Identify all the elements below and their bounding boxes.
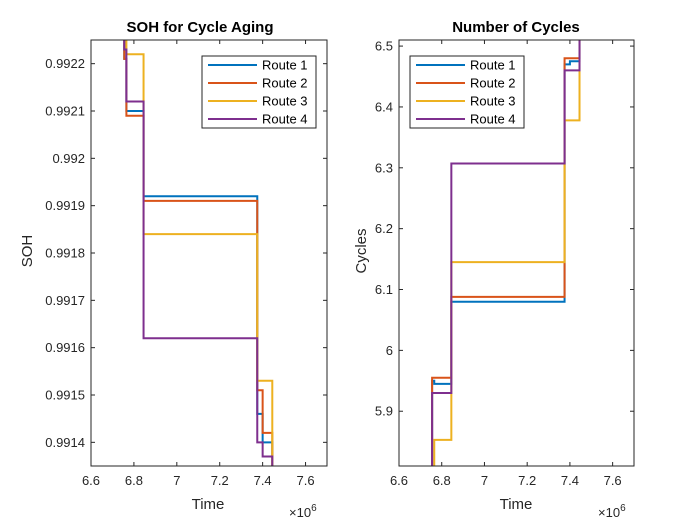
right-legend-label-2: Route 2	[470, 76, 516, 91]
right-series-line-3	[433, 40, 581, 466]
right-chart: Number of Cycles Time Cycles ×106 6.6 6.8…	[353, 19, 635, 520]
left-y-tick-label: 0.9919	[45, 198, 85, 213]
left-y-tick-label: 0.9922	[45, 56, 85, 71]
right-y-tick-label: 6	[386, 343, 393, 358]
left-x-tick-label: 6.8	[125, 473, 143, 488]
left-legend: Route 1 Route 2 Route 3 Route 4	[201, 55, 317, 129]
right-y-tick-label: 6.4	[375, 99, 393, 114]
right-y-tick-label: 5.9	[375, 404, 393, 419]
right-legend-box	[409, 55, 525, 129]
right-legend-label-4: Route 4	[470, 112, 516, 127]
right-x-tick-label: 7.6	[604, 473, 622, 488]
right-series-line-2	[431, 40, 581, 466]
left-chart: SOH for Cycle Aging Time SOH ×106 6.6 6.8…	[19, 19, 328, 520]
left-x-tick-label: 7.4	[254, 473, 272, 488]
right-x-tick-label: 6.8	[433, 473, 451, 488]
left-legend-label-1: Route 1	[262, 58, 308, 73]
right-legend-label-1: Route 1	[470, 58, 516, 73]
right-x-tick-label: 7	[481, 473, 488, 488]
left-x-tick-label: 7.6	[297, 473, 315, 488]
left-y-axis-label: SOH	[19, 235, 36, 268]
left-y-tick-label: 0.9921	[45, 104, 85, 119]
right-y-tick-label: 6.3	[375, 160, 393, 175]
left-x-multiplier-base: ×10	[289, 505, 311, 520]
left-x-tick-label: 7	[173, 473, 180, 488]
right-x-axis-label: Time	[500, 496, 533, 513]
right-x-multiplier: ×106	[598, 503, 626, 520]
left-series-line-4	[123, 40, 274, 466]
left-y-tick-label: 0.9914	[45, 435, 85, 450]
right-chart-title: Number of Cycles	[452, 19, 580, 36]
right-series-line-1	[431, 40, 581, 466]
left-y-tick-label: 0.9917	[45, 293, 85, 308]
left-y-tick-label: 0.9916	[45, 340, 85, 355]
right-series-line-4	[431, 40, 581, 466]
right-y-tick-label: 6.1	[375, 282, 393, 297]
left-x-multiplier: ×106	[289, 503, 317, 520]
left-series-line-3	[125, 40, 274, 466]
right-y-tick-label: 6.2	[375, 221, 393, 236]
left-legend-box	[201, 55, 317, 129]
left-legend-label-2: Route 2	[262, 76, 308, 91]
left-x-multiplier-exponent: 6	[311, 503, 317, 514]
right-y-axis-label: Cycles	[353, 228, 370, 273]
left-chart-title: SOH for Cycle Aging	[127, 19, 274, 36]
right-plot-frame	[398, 39, 635, 467]
left-x-tick-label: 6.6	[82, 473, 100, 488]
right-x-tick-label: 6.6	[390, 473, 408, 488]
right-y-tick-label: 6.5	[375, 39, 393, 54]
left-y-tick-label: 0.992	[52, 151, 85, 166]
right-x-multiplier-exponent: 6	[620, 503, 626, 514]
right-legend: Route 1 Route 2 Route 3 Route 4	[409, 55, 525, 129]
left-y-tick-label: 0.9918	[45, 246, 85, 261]
right-x-multiplier-base: ×10	[598, 505, 620, 520]
left-x-tick-label: 7.2	[211, 473, 229, 488]
left-legend-label-3: Route 3	[262, 94, 308, 109]
left-y-tick-label: 0.9915	[45, 388, 85, 403]
left-legend-label-4: Route 4	[262, 112, 308, 127]
right-x-tick-label: 7.2	[518, 473, 536, 488]
left-x-axis-label: Time	[192, 496, 225, 513]
right-x-tick-label: 7.4	[561, 473, 579, 488]
right-legend-label-3: Route 3	[470, 94, 516, 109]
